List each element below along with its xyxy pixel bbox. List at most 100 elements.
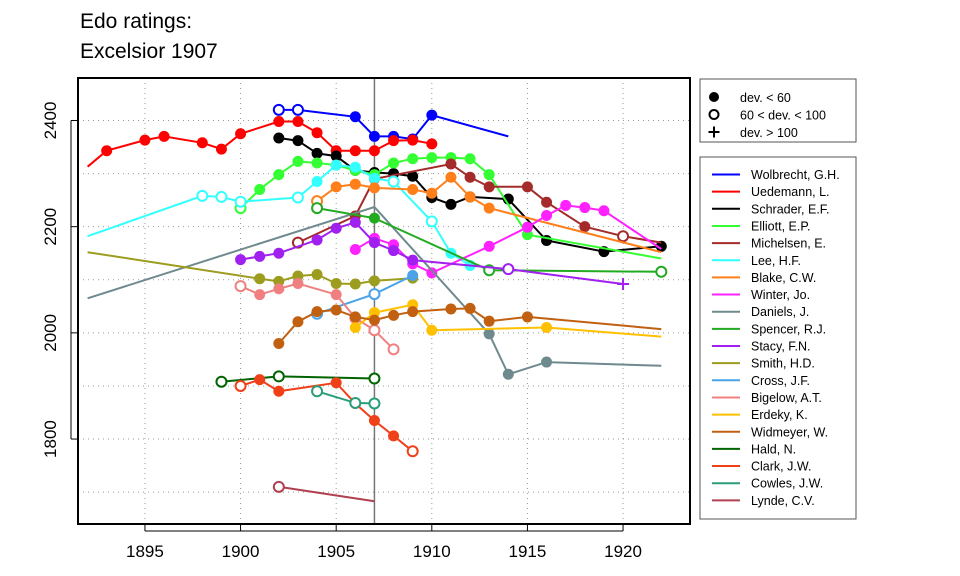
- legend-series-label: Schrader, E.F.: [751, 202, 830, 216]
- data-point: [292, 116, 304, 128]
- series-line: [221, 375, 375, 383]
- series-smith-h-d: [87, 251, 419, 290]
- data-point: [368, 172, 380, 184]
- data-point: [541, 322, 553, 334]
- x-tick-label: 1920: [604, 542, 642, 561]
- x-tick-label: 1905: [317, 542, 355, 561]
- data-point: [291, 103, 304, 116]
- data-point: [311, 157, 323, 169]
- data-point: [483, 169, 495, 181]
- series-erdeky-k: [349, 299, 662, 338]
- series-uedemann-l: [86, 116, 438, 168]
- series-layer: [86, 103, 668, 503]
- data-point: [521, 181, 533, 193]
- data-point: [464, 191, 476, 203]
- data-point: [502, 368, 514, 380]
- data-point: [311, 202, 324, 215]
- data-point: [292, 155, 304, 167]
- data-point: [234, 195, 247, 208]
- data-point: [617, 278, 630, 291]
- data-point: [273, 385, 285, 397]
- data-point: [254, 250, 266, 262]
- series-legend: Wolbrecht, G.H. Uedemann, L. Schrader, E.F…: [699, 156, 857, 520]
- data-point: [349, 216, 361, 228]
- data-point: [445, 171, 457, 183]
- data-point: [234, 379, 247, 392]
- data-point: [579, 221, 591, 233]
- data-point: [464, 302, 476, 314]
- chart-title-line-1: Edo ratings:: [80, 10, 193, 33]
- x-tick-label: 1900: [222, 542, 260, 561]
- data-point: [368, 414, 380, 426]
- data-point: [254, 289, 266, 301]
- data-point: [368, 237, 380, 249]
- legend-series-label: Wolbrecht, G.H.: [751, 168, 840, 182]
- series-cowles-j-w: [311, 385, 381, 410]
- series-line: [86, 120, 432, 168]
- data-point: [273, 337, 285, 349]
- data-point: [445, 198, 457, 210]
- legend-series-label: Michelsen, E.: [751, 237, 826, 251]
- legend-symbol-label: dev. > 100: [740, 126, 798, 140]
- data-point: [521, 221, 533, 233]
- series-line: [240, 378, 414, 453]
- data-point: [330, 181, 342, 193]
- series-hald-n: [215, 370, 381, 388]
- data-point: [388, 309, 400, 321]
- data-point: [579, 202, 591, 214]
- data-point: [349, 161, 361, 173]
- data-point: [311, 147, 323, 159]
- data-point: [158, 130, 170, 142]
- data-point: [273, 169, 285, 181]
- data-point: [311, 306, 323, 318]
- data-point: [388, 430, 400, 442]
- data-point: [330, 277, 342, 289]
- data-point: [445, 303, 457, 315]
- data-point: [617, 230, 630, 243]
- data-point: [196, 189, 209, 202]
- data-point: [483, 240, 495, 252]
- data-point: [407, 306, 419, 318]
- data-point: [311, 268, 323, 280]
- data-point: [215, 143, 227, 155]
- data-point: [349, 111, 361, 123]
- legend-series-label: Erdeky, K.: [751, 408, 808, 422]
- data-point: [426, 267, 438, 279]
- y-tick-label: 2400: [41, 102, 60, 140]
- data-point: [368, 397, 381, 410]
- data-point: [464, 153, 476, 165]
- x-tick-label: 1910: [413, 542, 451, 561]
- data-point: [349, 396, 362, 409]
- chart-title-line-2: Excelsior 1907: [80, 40, 218, 63]
- legend-series-label: Lynde, C.V.: [751, 494, 815, 508]
- data-point: [541, 210, 553, 222]
- data-point: [368, 182, 380, 194]
- y-tick-label: 1800: [41, 420, 60, 458]
- data-point: [407, 184, 419, 195]
- data-point: [272, 480, 285, 493]
- data-point: [311, 234, 323, 246]
- legend-plus-symbol: [708, 126, 720, 138]
- data-point: [387, 343, 400, 356]
- data-point: [368, 372, 381, 385]
- series-winter-jo: [349, 199, 662, 279]
- series-stacy-f-n: [235, 216, 630, 291]
- data-point: [235, 128, 247, 140]
- data-point: [368, 130, 380, 142]
- data-point: [426, 187, 438, 199]
- plot-frame: [77, 77, 691, 525]
- data-point: [502, 263, 515, 276]
- data-point: [292, 135, 304, 147]
- symbol-legend: dev. < 60 60 < dev. < 100 dev. > 100: [699, 78, 857, 143]
- data-point: [407, 134, 419, 146]
- data-point: [330, 159, 342, 171]
- data-point: [273, 283, 285, 295]
- data-point: [330, 304, 342, 316]
- series-line: [316, 207, 662, 273]
- symbol-legend-box: [699, 78, 857, 143]
- data-point: [368, 324, 381, 337]
- series-line: [239, 156, 662, 260]
- data-point: [234, 280, 247, 293]
- data-point: [368, 275, 380, 287]
- data-point: [349, 178, 361, 190]
